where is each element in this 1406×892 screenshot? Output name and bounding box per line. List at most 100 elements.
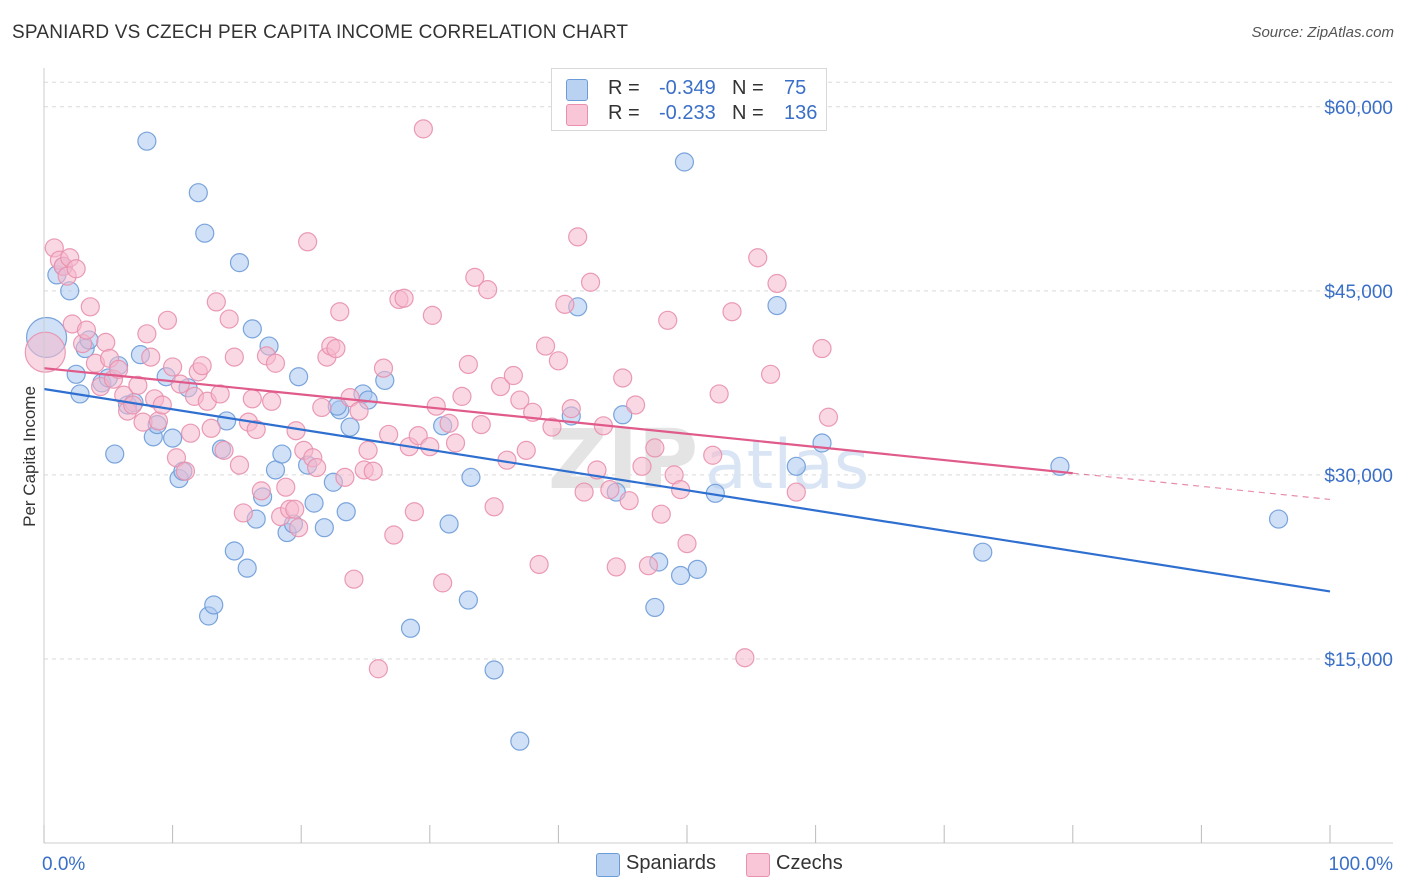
n-value: 75 bbox=[784, 77, 807, 99]
czech-point bbox=[166, 448, 187, 468]
czech-point bbox=[478, 280, 498, 300]
legend-label: Spaniards bbox=[626, 852, 717, 874]
trend-layer bbox=[43, 367, 1331, 593]
spaniards-swatch bbox=[596, 853, 620, 877]
trend-line-czechs bbox=[43, 367, 1073, 475]
y-tick-label: $15,000 bbox=[1324, 650, 1393, 671]
czech-point bbox=[358, 440, 378, 460]
trend-line-extension bbox=[1072, 472, 1331, 501]
spaniards-swatch bbox=[566, 79, 588, 101]
czech-point bbox=[703, 445, 723, 465]
spaniard-point bbox=[272, 444, 292, 464]
czech-point bbox=[606, 557, 626, 577]
czech-point bbox=[677, 534, 697, 554]
spaniard-point bbox=[670, 565, 691, 586]
spaniard-point bbox=[613, 405, 633, 425]
czech-point bbox=[542, 417, 562, 437]
czech-point bbox=[192, 356, 212, 376]
czech-point bbox=[312, 397, 332, 418]
czech-point bbox=[625, 395, 646, 415]
czech-point bbox=[651, 504, 671, 524]
spaniard-point bbox=[195, 223, 215, 243]
spaniard-point bbox=[237, 558, 257, 578]
czech-point bbox=[548, 351, 569, 371]
czech-point bbox=[490, 376, 511, 397]
czech-point bbox=[326, 338, 346, 359]
czech-point bbox=[613, 368, 633, 388]
czech-point bbox=[452, 386, 472, 406]
czech-point bbox=[445, 433, 466, 453]
czech-point bbox=[404, 502, 424, 522]
czech-point bbox=[420, 437, 440, 457]
correlation-legend: R = -0.349 N = 75 R = -0.233 N = 136 bbox=[551, 68, 827, 131]
series-legend: Spaniards Czechs bbox=[596, 852, 896, 877]
czech-point bbox=[219, 309, 239, 329]
czech-point bbox=[242, 389, 262, 409]
czech-point bbox=[349, 401, 369, 421]
spaniard-point bbox=[105, 444, 125, 464]
czech-point bbox=[298, 232, 318, 252]
czech-point bbox=[818, 407, 839, 427]
czech-point bbox=[767, 273, 787, 294]
spaniard-point bbox=[336, 502, 356, 522]
czech-point bbox=[201, 418, 221, 438]
czech-point bbox=[181, 423, 201, 443]
czech-point bbox=[632, 456, 652, 476]
spaniard-point bbox=[265, 460, 286, 480]
czech-point bbox=[175, 461, 196, 481]
spaniard-point bbox=[645, 597, 665, 618]
czech-point bbox=[206, 292, 226, 312]
czech-point bbox=[96, 332, 116, 352]
spaniard-point bbox=[188, 183, 208, 203]
r-value: -0.349 bbox=[659, 77, 716, 99]
czech-point bbox=[246, 419, 266, 440]
czech-point bbox=[722, 302, 742, 322]
r-label: R = bbox=[608, 102, 640, 124]
czech-point bbox=[330, 302, 350, 322]
y-tick-label: $45,000 bbox=[1324, 282, 1393, 303]
czech-point bbox=[561, 399, 581, 419]
czech-point bbox=[484, 497, 504, 517]
czech-point bbox=[80, 297, 100, 317]
y-tick-label: $60,000 bbox=[1324, 98, 1393, 119]
spaniard-point bbox=[461, 467, 481, 487]
y-axis-title: Per Capita Income bbox=[20, 386, 39, 527]
czech-point bbox=[233, 503, 253, 523]
czech-point bbox=[363, 461, 383, 481]
czechs-swatch bbox=[566, 104, 588, 126]
czech-point bbox=[638, 556, 659, 576]
czech-point bbox=[24, 331, 66, 373]
spaniard-point bbox=[767, 295, 787, 316]
czech-point bbox=[516, 440, 536, 460]
czech-point bbox=[335, 467, 355, 487]
czech-point bbox=[510, 390, 530, 410]
trend-line-spaniards bbox=[43, 387, 1331, 593]
spaniard-point bbox=[510, 731, 530, 751]
czech-point bbox=[735, 648, 755, 668]
spaniard-point bbox=[458, 590, 478, 610]
czech-point bbox=[568, 227, 588, 247]
spaniard-point bbox=[242, 319, 262, 339]
czech-point bbox=[285, 499, 305, 519]
r-value: -0.233 bbox=[659, 102, 716, 124]
legend-label: Czechs bbox=[776, 852, 843, 874]
czech-point bbox=[163, 357, 183, 377]
czech-point bbox=[619, 491, 639, 511]
x-tick-label: 0.0% bbox=[42, 854, 85, 875]
czech-point bbox=[426, 396, 446, 416]
czech-point bbox=[535, 336, 556, 356]
spaniard-point bbox=[204, 595, 224, 615]
czech-point bbox=[108, 359, 129, 379]
czech-point bbox=[574, 482, 594, 502]
spaniard-point bbox=[674, 152, 695, 172]
spaniard-point bbox=[66, 364, 86, 384]
czech-point bbox=[379, 424, 399, 445]
czech-point bbox=[422, 305, 442, 325]
czech-point bbox=[307, 457, 327, 478]
czech-point bbox=[465, 267, 485, 287]
spaniard-point bbox=[1268, 509, 1289, 529]
spaniard-point bbox=[304, 493, 324, 513]
spaniard-point bbox=[484, 660, 504, 680]
czech-point bbox=[152, 395, 172, 415]
